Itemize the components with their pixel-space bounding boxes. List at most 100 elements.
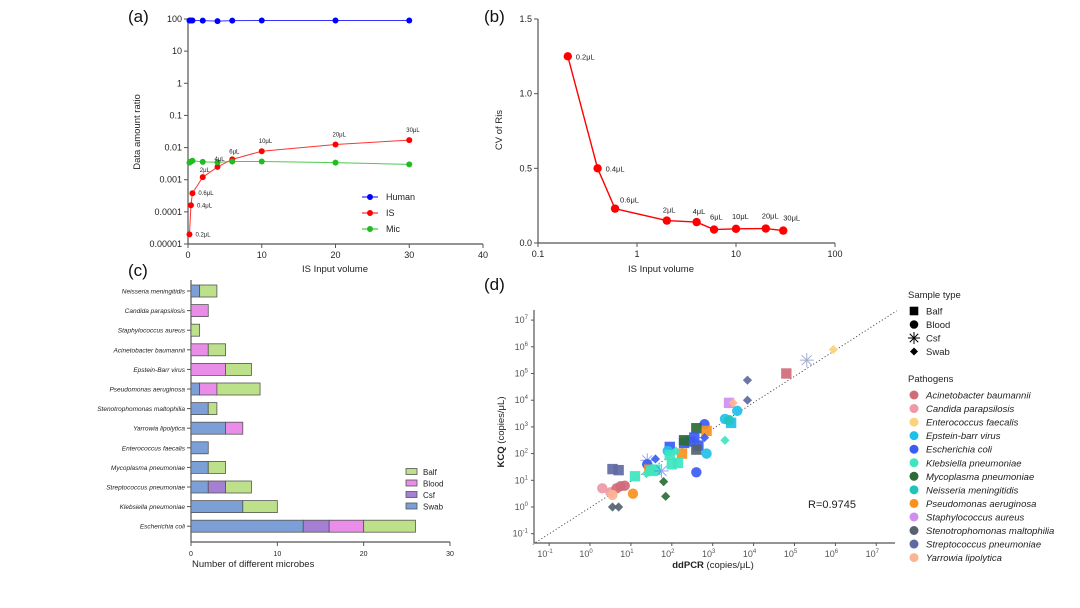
panel-a-ytick-label: 0.1 [169, 110, 182, 120]
sample-type-legend-marker [910, 347, 918, 356]
panel-d-xlabel-rest: (copies/μL) [704, 560, 754, 571]
panel-d-xlabel: ddPCR (copies/μL) [672, 560, 754, 571]
panel-a-point-is [186, 231, 193, 238]
panel-c-xtick-label: 0 [189, 551, 193, 558]
panel-b-chart: IS Input volume CV of Ris 0.0 0.5 1.0 1.5 0.… [494, 14, 843, 275]
panel-b-point-label: 4μL [693, 207, 706, 216]
panel-a-point-is [258, 148, 265, 155]
panel-c-legend-swatch [405, 468, 418, 475]
panel-a-point-is [189, 190, 196, 197]
tick-exponent: 3 [712, 549, 716, 555]
panel-d-xtick-label: 102 [661, 549, 675, 559]
panel-a-legend-marker [367, 226, 373, 232]
panel-d-ytick-label: 102 [515, 449, 529, 459]
pathogen-legend-label: Epstein-barr virus [926, 431, 1001, 442]
tick-base: 10 [515, 315, 525, 325]
panel-c-bar-balf [199, 284, 218, 298]
scatter-point [614, 502, 624, 512]
panel-a-point-human [406, 17, 413, 24]
panel-b-point-label: 6μL [710, 213, 723, 222]
panel-c-legend-swatch [405, 502, 418, 510]
pathogen-legend-label: Acinetobacter baumannii [925, 391, 1031, 402]
tick-base: 10 [513, 529, 523, 539]
pathogen-legend-marker [909, 553, 919, 563]
panel-a-chart: IS Input volume Data amount ratio 0.0000… [132, 14, 488, 275]
panel-b-ylabel: CV of Ris [494, 110, 505, 150]
pathogen-legend-marker [909, 498, 919, 508]
panel-a-legend-label: IS [386, 208, 395, 218]
scatter-point [672, 457, 684, 469]
tick-exponent: 0 [525, 502, 529, 508]
panel-d-xtick-label: 107 [866, 549, 880, 559]
scatter-point [607, 463, 618, 475]
panel-a-xtick-label: 20 [330, 250, 340, 260]
tick-exponent: 3 [525, 422, 529, 428]
scatter-point [627, 488, 639, 499]
panel-d-ytick-label: 101 [515, 475, 529, 485]
panel-a-point-mic [406, 161, 413, 168]
panel-c-bar-swab [190, 284, 201, 298]
panel-c-bar-blood [190, 304, 209, 318]
panel-c-category-label: Enterococcus faecalis [122, 445, 186, 452]
pathogen-legend-label: Pseudomonas aeruginosa [926, 499, 1036, 510]
panel-c-category-label: Stenotrophomonas maltophilia [97, 406, 185, 413]
panel-a-point-is [199, 174, 206, 181]
tick-base: 10 [784, 549, 794, 559]
pathogen-legend-marker [909, 485, 919, 495]
pathogen-legend-label: Candida parapsilosis [926, 404, 1014, 415]
panel-d-ytick-label: 106 [515, 342, 529, 352]
panel-c-category-label: Epstein-Barr virus [133, 367, 185, 374]
panel-c-xtick-label: 20 [360, 551, 368, 558]
pathogen-legend-label: Streptococcus pneumoniae [926, 540, 1041, 551]
panel-a-point-human [229, 17, 236, 24]
pathogen-legend-label: Yarrowia lipolytica [926, 553, 1002, 564]
panel-c-bar-swab [190, 421, 226, 435]
panel-c-xtick-label: 10 [273, 551, 281, 558]
scatter-point [654, 463, 669, 478]
panel-a-ytick-label: 0.00001 [149, 239, 182, 249]
scatter-point [650, 454, 661, 464]
panel-c-bar-blood [199, 382, 218, 396]
panel-label-b: (b) [484, 7, 505, 26]
tick-exponent: -1 [547, 549, 553, 555]
panel-c-xlabel: Number of different microbes [192, 559, 315, 570]
tick-exponent: 7 [876, 549, 880, 555]
asterisk-stroke [801, 354, 813, 366]
scatter-point [691, 423, 702, 434]
panel-a-ytick-label: 1 [177, 78, 182, 88]
panel-c-bar-swab [190, 519, 304, 533]
panel-d-xtick-label: 105 [784, 549, 798, 559]
panel-d-ytick-label: 103 [515, 422, 529, 432]
panel-b-xtick-label: 100 [827, 249, 842, 259]
panel-d-xtick-label: 101 [620, 549, 634, 559]
panel-a-point-mic [199, 158, 206, 165]
panel-c-category-label: Staphylococcus aureus [118, 328, 186, 335]
tick-base: 10 [515, 369, 525, 379]
panel-c-bar-swab [190, 500, 244, 514]
scatter-point [671, 446, 681, 456]
panel-label-d: (d) [484, 275, 505, 294]
scatter-point [691, 467, 702, 478]
tick-base: 10 [743, 549, 753, 559]
panel-a-xtick-label: 10 [257, 250, 267, 260]
panel-c-bar-balf [207, 460, 226, 474]
panel-a-xlabel: IS Input volume [302, 264, 368, 275]
panel-b-point [563, 52, 573, 61]
tick-exponent: 5 [794, 549, 798, 555]
tick-base: 10 [537, 549, 547, 559]
scatter-point [828, 344, 838, 355]
panel-d-xtick-label: 10-1 [537, 549, 553, 559]
tick-base: 10 [866, 549, 876, 559]
scatter-point [619, 480, 630, 491]
panel-a-point-mic [229, 158, 236, 165]
tick-exponent: 2 [671, 549, 675, 555]
panel-a-point-is [406, 137, 413, 144]
panel-c-bar-blood [190, 343, 209, 357]
panel-d-xtick-label: 103 [702, 549, 716, 559]
panel-d-xtick-label: 104 [743, 549, 757, 559]
sample-type-legend-label: Blood [926, 320, 950, 331]
panel-a-point-label: 20μL [333, 132, 347, 138]
panel-c-bar-balf [225, 480, 252, 494]
panel-b-point-label: 0.4μL [606, 164, 625, 173]
